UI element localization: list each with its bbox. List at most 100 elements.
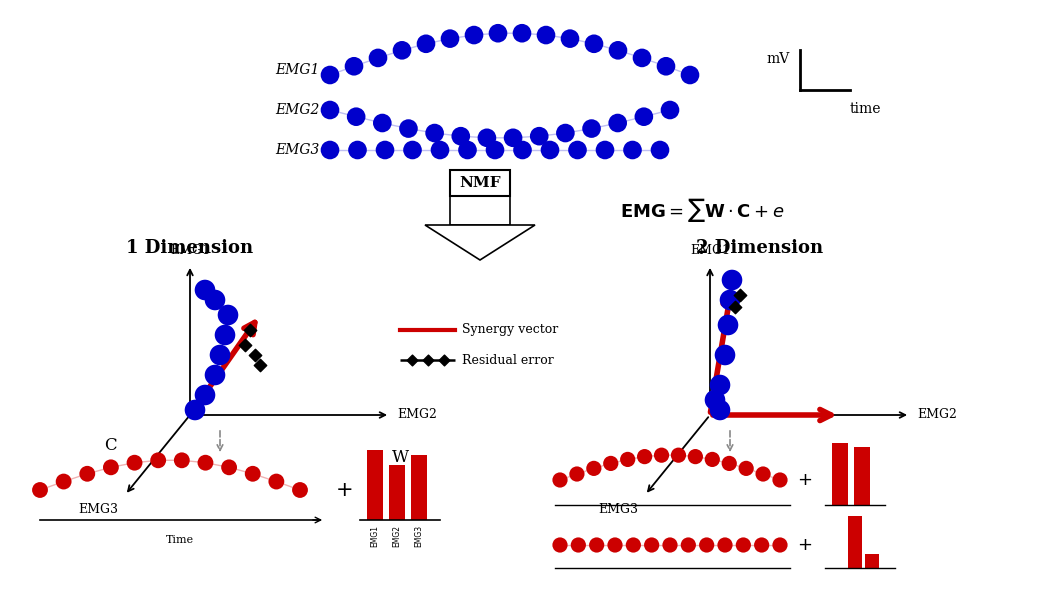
- Text: C: C: [104, 437, 116, 454]
- Point: [252, 360, 268, 370]
- Point: [321, 70, 338, 80]
- Point: [636, 452, 653, 461]
- Point: [625, 540, 642, 550]
- Bar: [848, 516, 862, 568]
- Point: [374, 118, 391, 127]
- Point: [79, 469, 96, 478]
- Bar: [450, 190, 510, 225]
- Point: [174, 455, 190, 465]
- Point: [670, 450, 686, 460]
- Point: [436, 355, 452, 365]
- Bar: [832, 443, 848, 505]
- Point: [720, 320, 736, 330]
- Point: [514, 28, 530, 38]
- Point: [345, 61, 362, 71]
- Point: [418, 39, 435, 48]
- Text: EMG3: EMG3: [276, 143, 320, 157]
- Text: Residual error: Residual error: [462, 353, 553, 366]
- Point: [246, 350, 263, 360]
- Point: [197, 286, 213, 295]
- Point: [732, 290, 749, 300]
- Point: [753, 540, 770, 550]
- Point: [602, 458, 619, 468]
- Point: [237, 340, 254, 350]
- Point: [197, 390, 213, 399]
- Text: EMG2: EMG2: [397, 408, 437, 421]
- Point: [376, 145, 393, 155]
- Point: [405, 145, 421, 155]
- Point: [597, 145, 614, 155]
- Point: [557, 128, 574, 137]
- Point: [644, 540, 660, 550]
- Point: [609, 118, 626, 127]
- Point: [711, 405, 728, 415]
- Point: [633, 53, 650, 63]
- Point: [727, 302, 744, 312]
- Point: [772, 476, 788, 485]
- Point: [504, 133, 521, 143]
- Text: Time: Time: [166, 535, 194, 545]
- Point: [291, 486, 308, 495]
- Text: EMG3: EMG3: [415, 525, 423, 547]
- Text: $\mathbf{EMG} = \sum \mathbf{W} \cdot \mathbf{C} + \mathit{e}$: $\mathbf{EMG} = \sum \mathbf{W} \cdot \m…: [620, 196, 784, 224]
- Text: +: +: [798, 471, 812, 489]
- Point: [478, 133, 495, 143]
- Point: [724, 276, 740, 285]
- Point: [722, 295, 738, 304]
- Text: NMF: NMF: [460, 176, 501, 190]
- Point: [466, 30, 483, 40]
- Text: EMG1: EMG1: [690, 244, 730, 257]
- Point: [55, 477, 72, 486]
- Text: EMG1: EMG1: [170, 244, 210, 257]
- Polygon shape: [425, 225, 535, 260]
- Point: [661, 540, 678, 550]
- Point: [583, 124, 600, 133]
- Point: [737, 464, 754, 473]
- Bar: [865, 554, 879, 568]
- Point: [400, 124, 417, 133]
- Text: 2 Dimension: 2 Dimension: [697, 239, 824, 257]
- Text: +: +: [798, 536, 812, 554]
- Text: EMG3: EMG3: [598, 503, 638, 516]
- Text: EMG2: EMG2: [392, 525, 401, 547]
- Point: [530, 132, 547, 141]
- Point: [570, 540, 587, 550]
- Point: [349, 145, 366, 155]
- Point: [652, 145, 669, 155]
- Text: 1 Dimension: 1 Dimension: [127, 239, 254, 257]
- Point: [586, 464, 602, 473]
- Point: [698, 540, 714, 550]
- Point: [212, 350, 229, 360]
- Point: [321, 145, 338, 155]
- Point: [514, 145, 530, 155]
- Point: [241, 325, 258, 335]
- Point: [711, 381, 728, 390]
- Point: [542, 145, 558, 155]
- Point: [717, 350, 733, 360]
- Point: [442, 34, 459, 43]
- Point: [187, 405, 204, 415]
- Point: [707, 395, 724, 405]
- Point: [653, 450, 670, 460]
- Point: [404, 355, 420, 365]
- Bar: [411, 455, 427, 520]
- Point: [755, 469, 772, 478]
- Point: [704, 455, 721, 464]
- Point: [772, 540, 788, 550]
- Point: [150, 455, 166, 465]
- Point: [538, 30, 554, 40]
- Text: EMG2: EMG2: [917, 408, 957, 421]
- Point: [220, 463, 237, 472]
- Point: [394, 45, 411, 55]
- Point: [426, 128, 443, 137]
- Point: [31, 486, 48, 495]
- Bar: [854, 447, 870, 505]
- Point: [624, 145, 641, 155]
- Point: [609, 45, 626, 55]
- Point: [207, 371, 224, 380]
- Point: [620, 455, 636, 464]
- Text: mV: mV: [766, 52, 790, 66]
- Point: [490, 28, 506, 38]
- Text: time: time: [850, 102, 882, 116]
- Point: [586, 39, 602, 48]
